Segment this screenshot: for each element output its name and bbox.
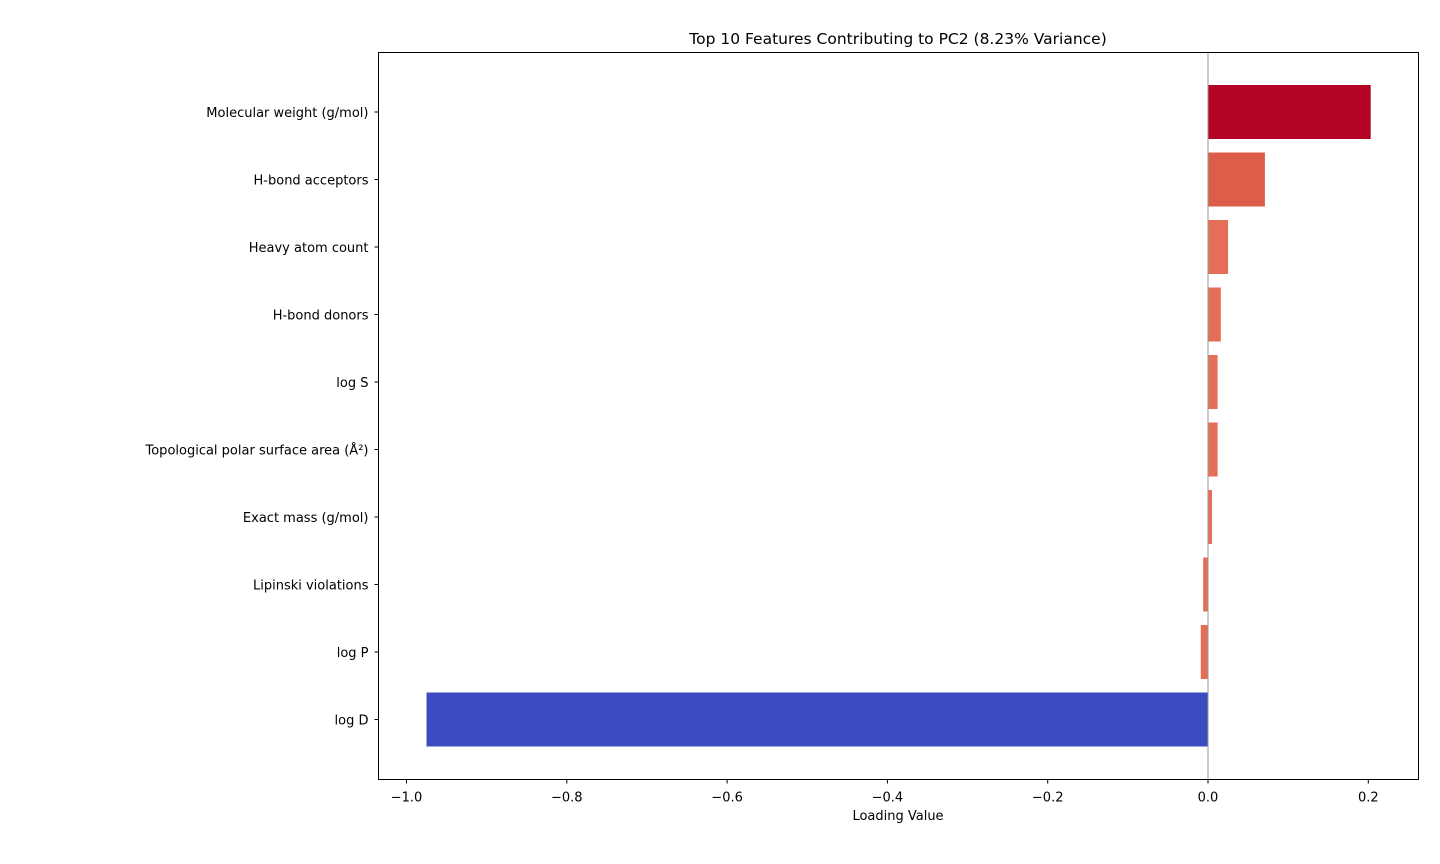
bar-5 <box>1208 355 1218 409</box>
chart-title: Top 10 Features Contributing to PC2 (8.2… <box>688 30 1107 48</box>
y-tick-label: Lipinski violations <box>253 579 369 594</box>
y-tick-label: log P <box>337 646 369 661</box>
x-tick-label: −0.8 <box>551 791 583 806</box>
x-axis-label: Loading Value <box>852 809 943 824</box>
bar-1 <box>1208 85 1371 139</box>
y-tick-label: log S <box>336 376 368 391</box>
y-tick-label: Heavy atom count <box>249 241 369 256</box>
bar-9 <box>1200 625 1208 679</box>
bar-7 <box>1208 490 1213 544</box>
y-tick-label: Exact mass (g/mol) <box>243 511 369 526</box>
x-tick-label: −1.0 <box>391 791 423 806</box>
y-ticks-group: Molecular weight (g/mol) H-bond acceptors… <box>145 106 379 729</box>
x-tick-label: −0.6 <box>711 791 743 806</box>
bar-6 <box>1208 422 1218 477</box>
y-tick-label: H-bond acceptors <box>254 174 369 189</box>
bars-group <box>426 85 1371 747</box>
bar-2 <box>1208 152 1265 207</box>
bar-4 <box>1208 287 1221 342</box>
y-tick-label: log D <box>335 714 369 729</box>
plot-frame <box>378 52 1419 780</box>
bar-3 <box>1208 220 1229 274</box>
x-tick-label: −0.4 <box>872 791 904 806</box>
x-ticks-group: −1.0 −0.8 −0.6 −0.4 −0.2 0.0 0.2 <box>391 779 1379 806</box>
x-tick-label: 0.2 <box>1358 791 1379 806</box>
bar-8 <box>1203 557 1208 612</box>
x-tick-label: −0.2 <box>1032 791 1064 806</box>
y-tick-label: Topological polar surface area (Å²) <box>145 443 369 459</box>
x-tick-label: 0.0 <box>1198 791 1219 806</box>
bar-10 <box>426 692 1209 747</box>
y-tick-label: Molecular weight (g/mol) <box>206 106 368 121</box>
y-tick-label: H-bond donors <box>273 309 369 324</box>
